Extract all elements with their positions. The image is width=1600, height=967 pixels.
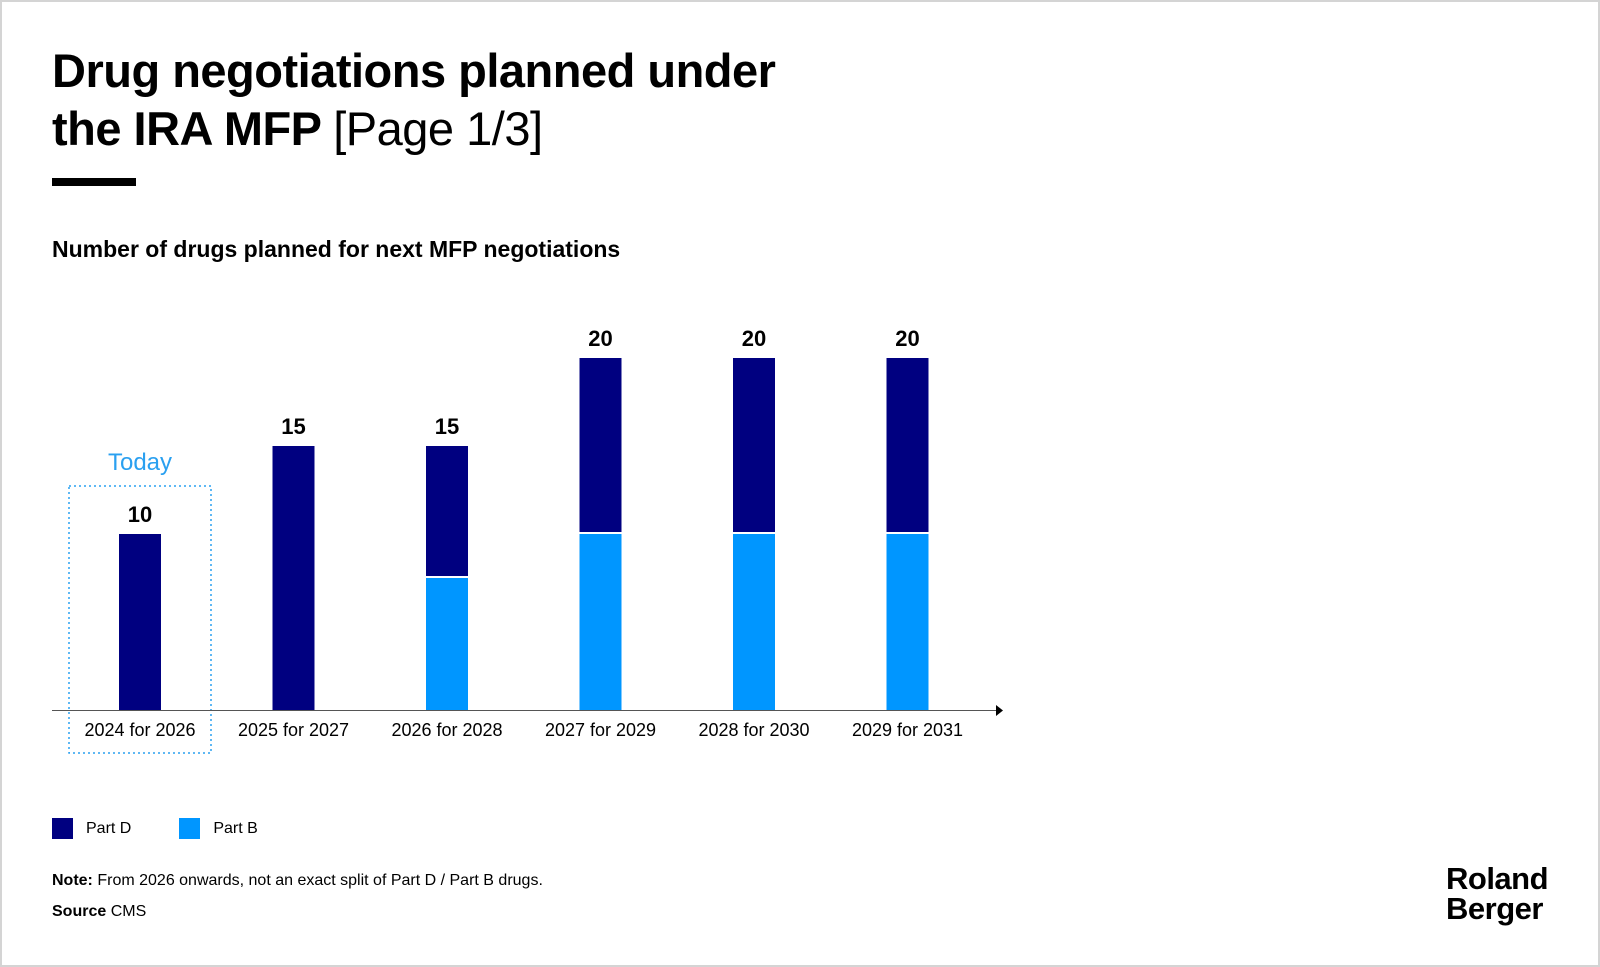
title-underline: [52, 178, 136, 186]
logo-line-2: Berger: [1446, 891, 1543, 926]
bar-part-b-3: [426, 578, 468, 710]
today-label: Today: [108, 449, 172, 476]
total-label-6: 20: [895, 326, 919, 351]
note-label: Note:: [52, 872, 93, 889]
source-text: CMS: [110, 903, 147, 920]
roland-berger-logo: Roland Berger: [1446, 861, 1549, 926]
bar-part-d-5: [733, 358, 775, 532]
x-tick-label-3: 2026 for 2028: [391, 720, 502, 740]
legend-label-part-b: Part B: [213, 819, 258, 837]
x-tick-label-1: 2024 for 2026: [84, 720, 195, 740]
chart-title: Number of drugs planned for next MFP neg…: [52, 236, 621, 262]
page-indicator: [Page 1/3]: [333, 102, 543, 155]
legend-swatch-part-d: [52, 818, 73, 839]
x-tick-label-6: 2029 for 2031: [852, 720, 963, 740]
bar-part-d-6: [886, 358, 929, 532]
x-tick-label-5: 2028 for 2030: [698, 720, 809, 740]
total-label-5: 20: [742, 326, 766, 351]
x-axis-arrow-icon: [996, 705, 1003, 716]
legend-swatch-part-b: [179, 818, 201, 839]
title-line-1: Drug negotiations planned under: [52, 44, 776, 97]
bar-part-d-2: [272, 446, 315, 710]
x-tick-label-4: 2027 for 2029: [545, 720, 656, 740]
total-label-2: 15: [281, 414, 305, 439]
source-label: Source: [52, 903, 107, 920]
bar-part-d-1: [119, 534, 161, 710]
total-label-4: 20: [588, 326, 612, 351]
title-line-2: the IRA MFP: [52, 102, 321, 155]
footnote: Note: From 2026 onwards, not an exact sp…: [52, 871, 543, 891]
logo-line-1: Roland: [1446, 861, 1549, 896]
legend-label-part-d: Part D: [86, 819, 132, 837]
chart-legend: Part D Part B: [52, 818, 306, 839]
today-highlight-box: [68, 485, 212, 754]
source-line: Source CMS: [52, 902, 146, 922]
page-title: Drug negotiations planned under the IRA …: [52, 42, 952, 158]
bar-part-b-5: [733, 534, 775, 710]
total-label-1: 10: [128, 502, 152, 527]
x-tick-label-2: 2025 for 2027: [238, 720, 349, 740]
legend-item-part-d: Part D: [52, 818, 131, 839]
bar-part-d-4: [579, 358, 622, 532]
bar-part-d-3: [426, 446, 468, 576]
note-text: From 2026 onwards, not an exact split of…: [97, 872, 543, 889]
bar-part-b-4: [579, 534, 622, 710]
bar-part-b-6: [886, 534, 929, 710]
legend-item-part-b: Part B: [179, 818, 258, 839]
total-label-3: 15: [435, 414, 459, 439]
